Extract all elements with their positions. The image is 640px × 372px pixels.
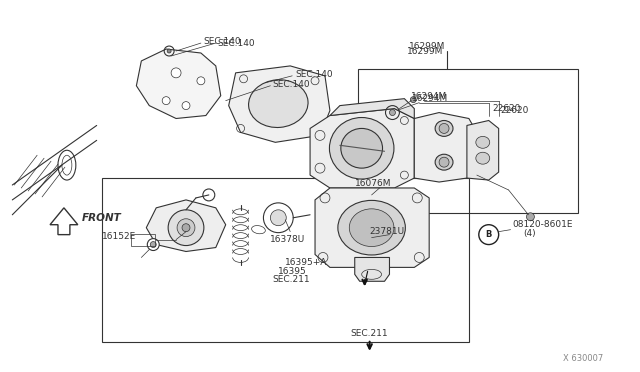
Text: (4): (4) xyxy=(524,229,536,238)
Polygon shape xyxy=(330,99,414,119)
Text: FRONT: FRONT xyxy=(82,213,122,223)
Ellipse shape xyxy=(330,118,394,179)
Polygon shape xyxy=(136,49,221,119)
Ellipse shape xyxy=(439,157,449,167)
Text: 16378U: 16378U xyxy=(270,235,306,244)
Text: SEC.140: SEC.140 xyxy=(218,39,255,48)
Text: 16395: 16395 xyxy=(278,267,307,276)
Circle shape xyxy=(171,68,181,78)
Text: 23781U: 23781U xyxy=(370,227,404,236)
Bar xyxy=(131,234,156,246)
Ellipse shape xyxy=(338,201,405,255)
Circle shape xyxy=(150,241,156,247)
Text: 16299M: 16299M xyxy=(410,42,445,51)
Circle shape xyxy=(182,224,190,232)
Circle shape xyxy=(410,97,416,103)
Text: 16395+A: 16395+A xyxy=(285,258,328,267)
Polygon shape xyxy=(355,257,390,281)
Polygon shape xyxy=(50,208,78,235)
Text: 16294M: 16294M xyxy=(412,94,449,103)
Text: SEC.211: SEC.211 xyxy=(273,275,310,284)
Circle shape xyxy=(203,189,215,201)
Polygon shape xyxy=(310,109,414,188)
Text: 16294M: 16294M xyxy=(412,92,447,101)
Polygon shape xyxy=(315,188,429,267)
Text: SEC.140: SEC.140 xyxy=(203,36,241,46)
Text: SEC.140: SEC.140 xyxy=(273,80,310,89)
Text: SEC.140: SEC.140 xyxy=(295,70,333,79)
Text: SEC.211: SEC.211 xyxy=(351,329,388,339)
Circle shape xyxy=(264,203,293,232)
Text: 22620: 22620 xyxy=(493,104,521,113)
Ellipse shape xyxy=(349,209,394,247)
Text: 22620: 22620 xyxy=(500,106,529,115)
Ellipse shape xyxy=(435,121,453,137)
Circle shape xyxy=(162,97,170,105)
Circle shape xyxy=(270,210,286,226)
Text: X 630007: X 630007 xyxy=(563,354,604,363)
Text: 16152E: 16152E xyxy=(102,232,136,241)
Ellipse shape xyxy=(248,80,308,128)
Polygon shape xyxy=(467,121,499,180)
Polygon shape xyxy=(228,66,330,142)
Ellipse shape xyxy=(476,152,490,164)
Text: 16076M: 16076M xyxy=(355,179,391,187)
Bar xyxy=(102,178,469,342)
Circle shape xyxy=(177,219,195,237)
Ellipse shape xyxy=(476,137,490,148)
Text: B: B xyxy=(486,230,492,239)
Ellipse shape xyxy=(439,124,449,134)
Ellipse shape xyxy=(435,154,453,170)
Text: 08120-8601E: 08120-8601E xyxy=(513,220,573,229)
Polygon shape xyxy=(414,113,477,182)
Circle shape xyxy=(182,102,190,110)
Ellipse shape xyxy=(58,150,76,180)
Circle shape xyxy=(168,210,204,246)
Circle shape xyxy=(167,49,171,53)
Polygon shape xyxy=(147,200,226,251)
Circle shape xyxy=(197,77,205,85)
Circle shape xyxy=(390,110,396,116)
Bar xyxy=(358,69,578,213)
Text: 16299M: 16299M xyxy=(407,46,444,55)
Circle shape xyxy=(527,213,534,221)
Ellipse shape xyxy=(341,128,383,168)
Circle shape xyxy=(147,238,159,250)
